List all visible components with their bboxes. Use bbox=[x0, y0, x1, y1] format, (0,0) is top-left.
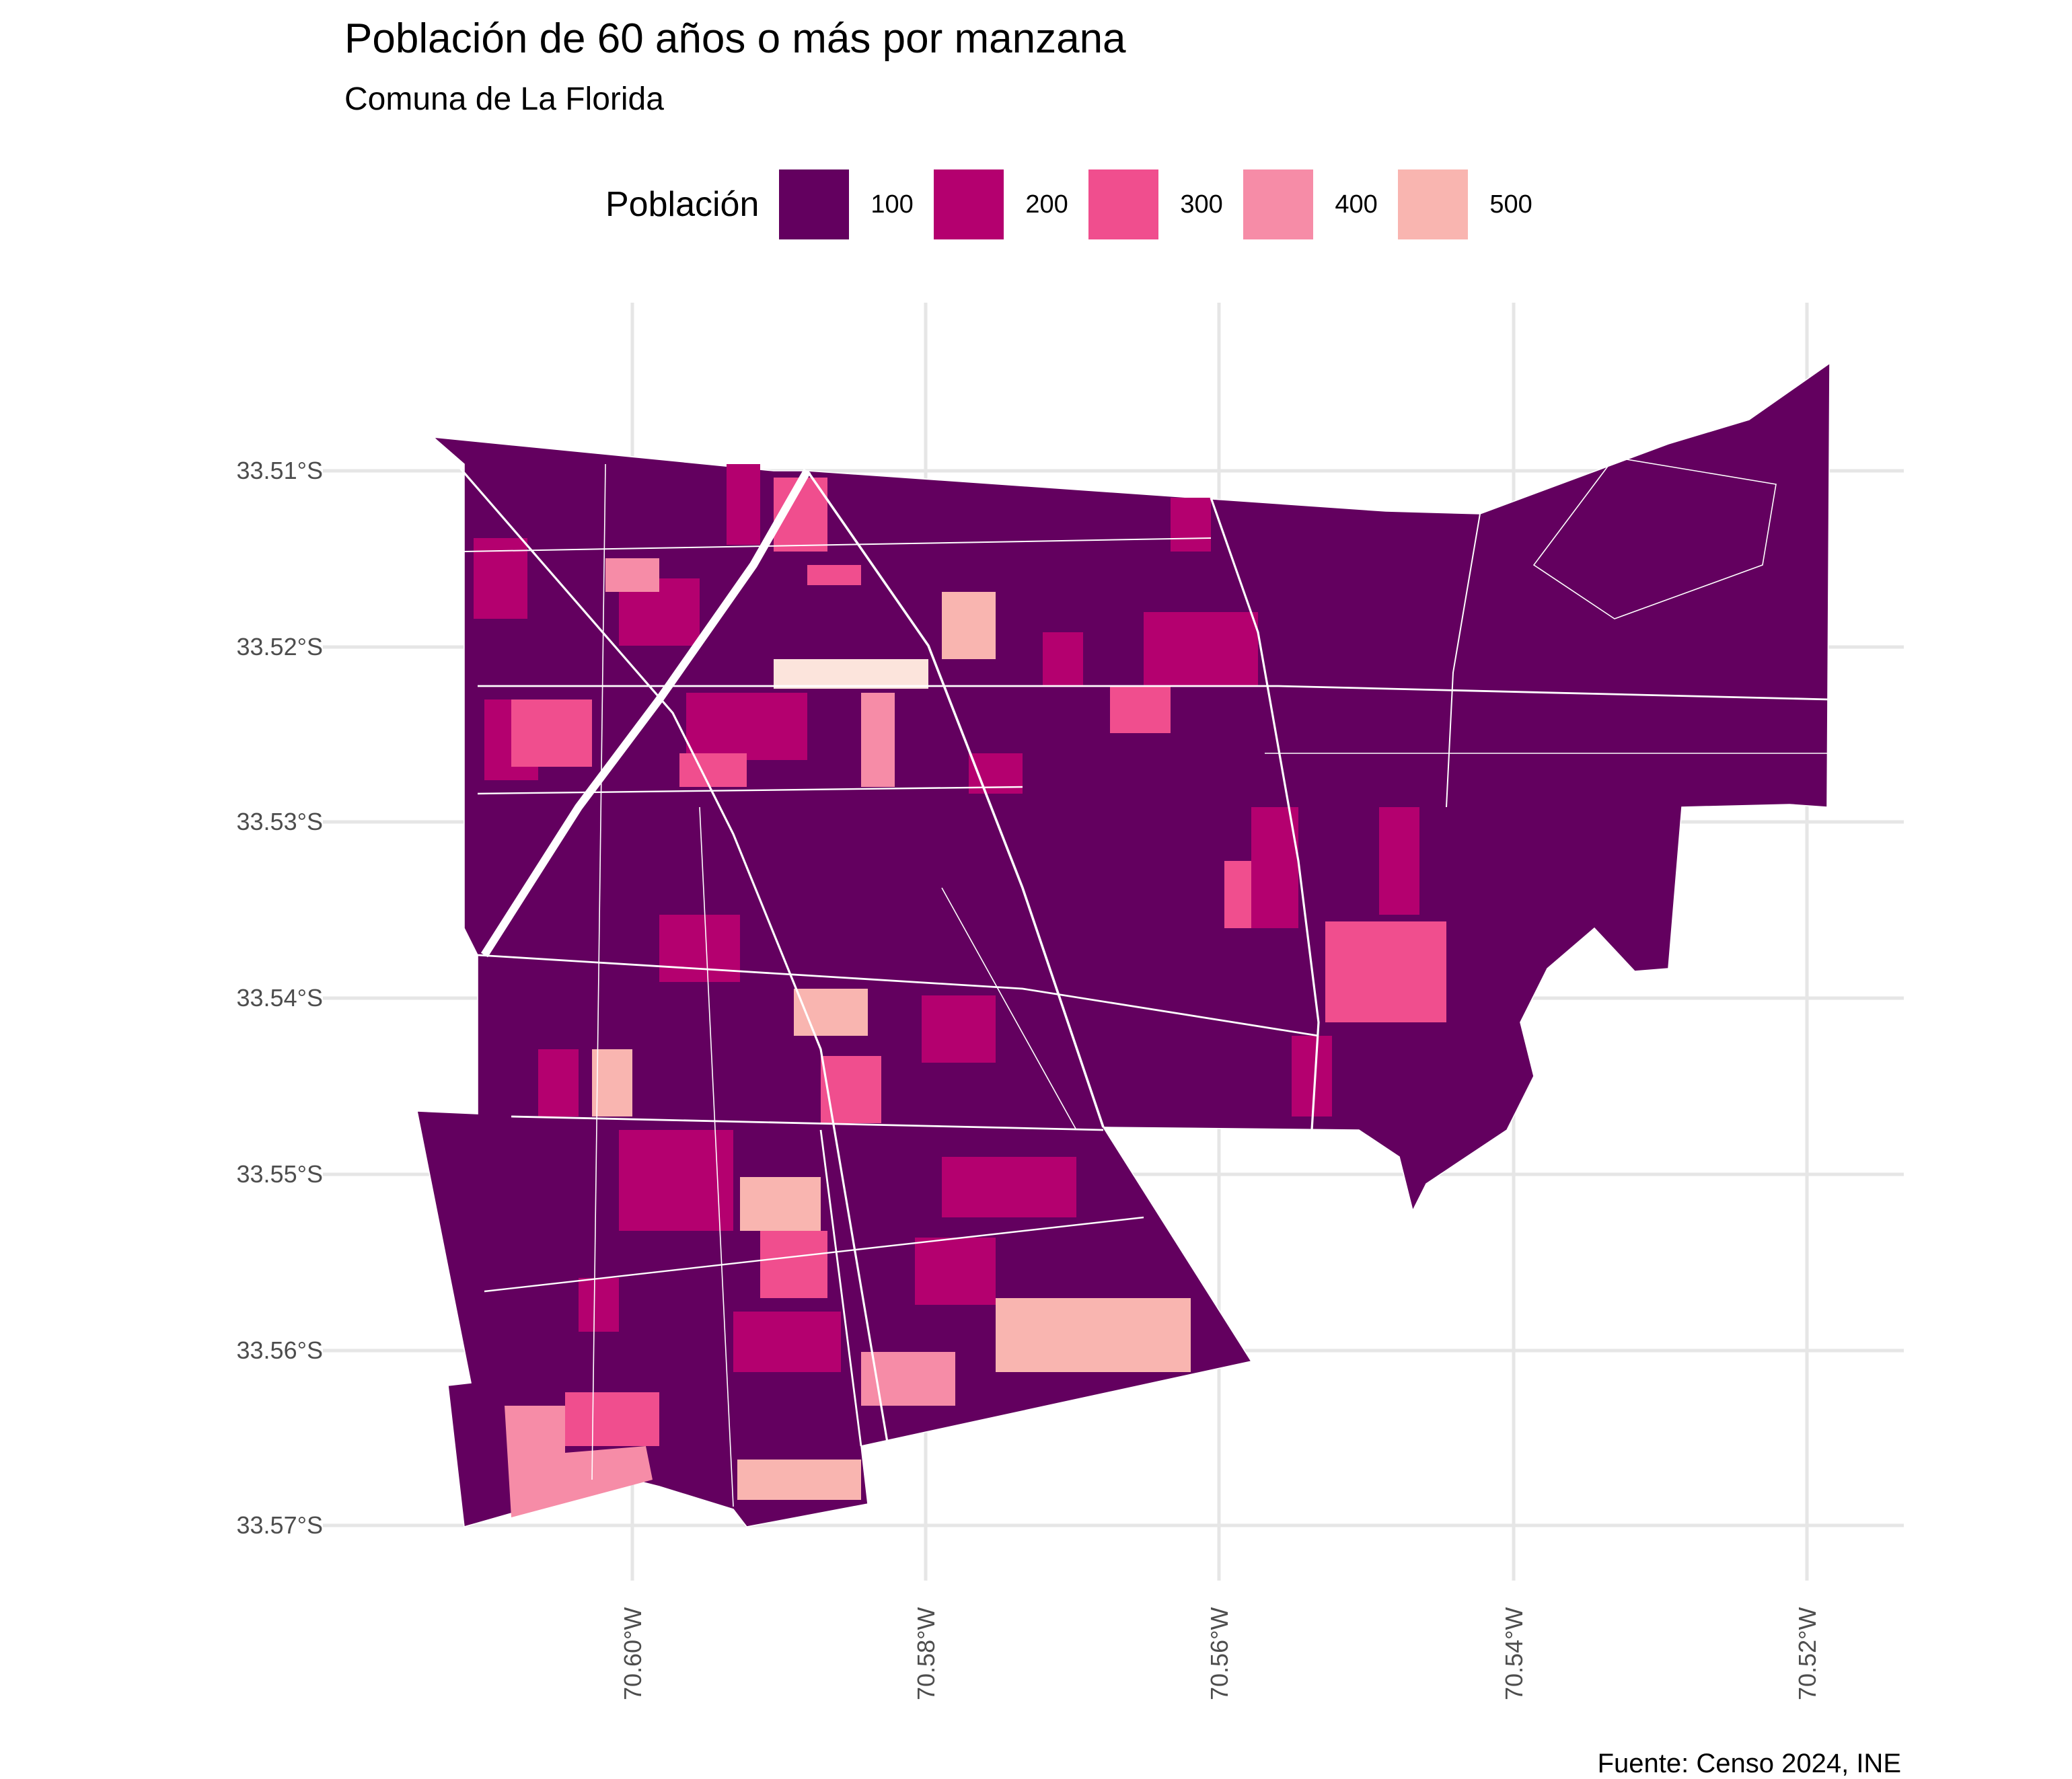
legend-key bbox=[1088, 169, 1159, 239]
legend: Población 100 200 300 400 500 bbox=[605, 169, 1553, 239]
legend-key bbox=[779, 169, 850, 239]
x-tick-label: 70.60°W bbox=[619, 1607, 646, 1700]
blocks-300 bbox=[511, 478, 1446, 1446]
y-tick-label: 33.53°S bbox=[236, 808, 324, 835]
legend-label: 500 bbox=[1489, 190, 1532, 219]
map-subtitle: Comuna de La Florida bbox=[344, 81, 664, 117]
x-tick-label: 70.52°W bbox=[1793, 1607, 1821, 1700]
legend-title: Población bbox=[605, 185, 760, 224]
legend-item: 500 bbox=[1398, 169, 1532, 239]
y-tick-label: 33.51°S bbox=[236, 457, 324, 484]
legend-label: 200 bbox=[1025, 190, 1068, 219]
streets bbox=[432, 436, 1830, 1507]
comuna-map bbox=[416, 362, 1830, 1528]
y-tick-label: 33.56°S bbox=[236, 1336, 324, 1364]
map-title: Población de 60 años o más por manzana bbox=[344, 15, 1126, 62]
legend-item: 300 bbox=[1088, 169, 1223, 239]
legend-key bbox=[1243, 169, 1314, 239]
legend-item: 100 bbox=[779, 169, 914, 239]
y-tick-label: 33.52°S bbox=[236, 633, 324, 660]
x-tick-label: 70.54°W bbox=[1500, 1607, 1528, 1700]
blocks-400 bbox=[505, 558, 955, 1517]
legend-key bbox=[934, 169, 1004, 239]
source-caption: Fuente: Censo 2024, INE bbox=[1597, 1749, 1901, 1778]
y-tick-label: 33.55°S bbox=[236, 1160, 324, 1188]
x-tick-label: 70.58°W bbox=[912, 1607, 940, 1700]
x-tick-label: 70.56°W bbox=[1206, 1607, 1233, 1700]
legend-item: 400 bbox=[1243, 169, 1378, 239]
legend-label: 300 bbox=[1180, 190, 1223, 219]
legend-item: 200 bbox=[934, 169, 1068, 239]
legend-key bbox=[1398, 169, 1469, 239]
y-tick-label: 33.54°S bbox=[236, 984, 324, 1012]
legend-label: 400 bbox=[1335, 190, 1378, 219]
blocks-200 bbox=[474, 464, 1419, 1372]
y-tick-label: 33.57°S bbox=[236, 1511, 324, 1539]
legend-label: 100 bbox=[871, 190, 914, 219]
